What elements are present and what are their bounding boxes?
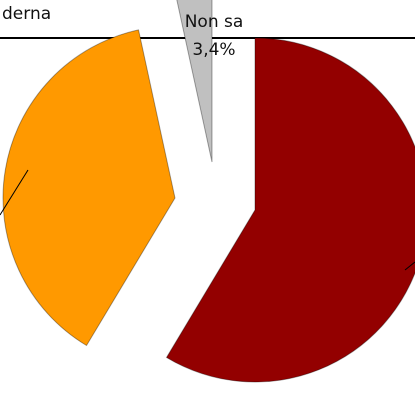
slice-value-label: 3,4% xyxy=(192,40,235,60)
slice-label: derna xyxy=(2,4,51,24)
pie-slice xyxy=(176,0,213,163)
pie-slice xyxy=(165,37,415,383)
pie-slice xyxy=(2,29,176,347)
pie xyxy=(2,0,415,383)
leader-line xyxy=(0,169,29,216)
slice-label: Non sa xyxy=(185,12,244,32)
leader-line xyxy=(404,261,415,271)
